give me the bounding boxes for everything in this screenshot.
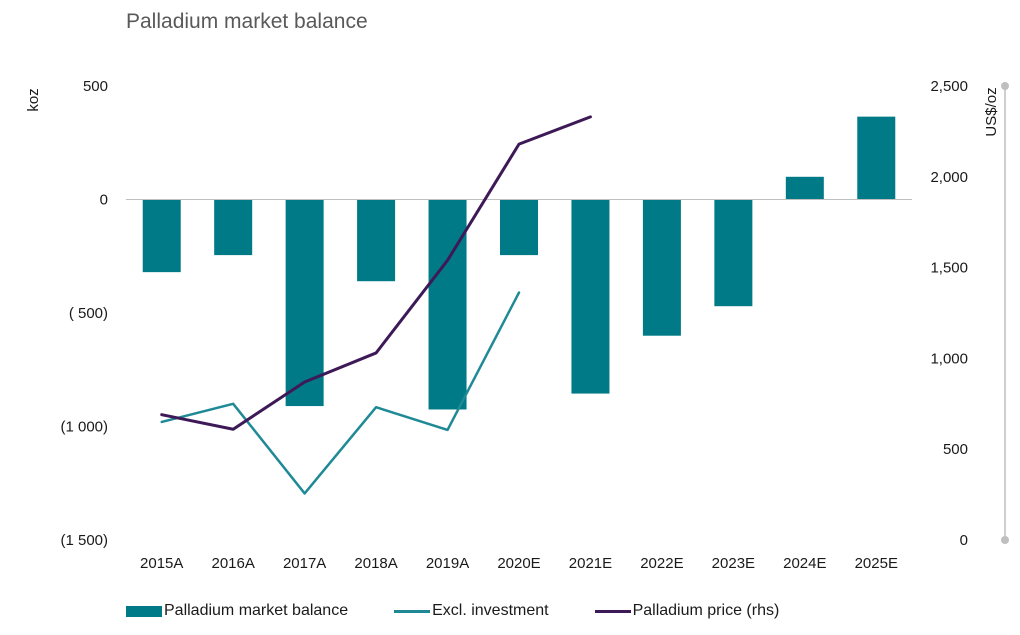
legend-swatch-excl-investment [394,609,431,613]
line-series-2 [160,115,592,431]
right-axis-ticks: 2,500 2,000 1,500 1,000 500 0 [930,78,968,549]
chart-title: Palladium market balance [126,10,368,33]
bar-2022E [642,199,681,336]
x-tick-label: 2016A [211,555,254,572]
right-axis-cap-top [1001,82,1009,90]
y2-tick-label: 1,500 [930,260,968,277]
x-axis-ticks: 2015A 2016A 2017A 2018A 2019A 2020E 2021E 2022E… [140,555,898,572]
y-tick-label: (1 500) [60,532,108,549]
y-tick-label: 0 [100,192,108,209]
x-tick-label: 2020E [497,555,540,572]
legend-item-balance: Palladium market balance [126,602,348,620]
bar-2021E [571,199,610,394]
legend-swatch-balance [126,605,162,617]
legend-item-excl-investment: Excl. investment [394,602,549,620]
y-tick-label: (1 000) [60,419,108,436]
y2-tick-label: 2,000 [930,169,968,186]
x-tick-label: 2017A [283,555,326,572]
x-tick-label: 2024E [783,555,826,572]
legend: Palladium market balance Excl. investmen… [126,602,825,620]
x-tick-label: 2018A [354,555,397,572]
lines-layer [160,115,592,495]
bar-2019A [428,199,467,410]
x-tick-label: 2021E [569,555,612,572]
x-tick-label: 2025E [855,555,898,572]
legend-swatch-price [594,609,631,613]
bars-layer [142,116,896,410]
y2-tick-label: 500 [943,441,968,458]
right-axis-cap-bottom [1001,536,1009,544]
legend-item-price: Palladium price (rhs) [594,602,780,620]
y-axis-label: koz [25,88,42,111]
line-series-1 [160,291,521,495]
legend-label-excl-investment: Excl. investment [432,602,549,619]
bar-2023E [714,199,753,307]
bar-2017A [285,199,324,407]
bar-2025E [857,116,896,200]
x-tick-label: 2022E [640,555,683,572]
x-tick-label: 2019A [426,555,469,572]
chart-plot: 500 0 ( 500) (1 000) (1 500) 2,500 2,000 1,500… [25,78,1009,572]
bar-2015A [142,199,181,273]
y-tick-label: 500 [83,78,108,95]
y2-axis-label: US$/oz [983,87,1000,136]
y2-tick-label: 0 [960,532,968,549]
legend-label-balance: Palladium market balance [164,602,349,619]
bar-2018A [357,199,396,282]
x-tick-label: 2023E [712,555,755,572]
y2-tick-label: 1,000 [930,350,968,367]
bar-2020E [500,199,538,256]
bar-2016A [214,199,253,256]
y-tick-label: ( 500) [69,305,108,322]
legend-label-price: Palladium price (rhs) [632,602,780,619]
left-axis-ticks: 500 0 ( 500) (1 000) (1 500) [60,78,108,549]
bar-2024E [785,176,824,200]
y2-tick-label: 2,500 [930,78,968,95]
x-tick-label: 2015A [140,555,183,572]
